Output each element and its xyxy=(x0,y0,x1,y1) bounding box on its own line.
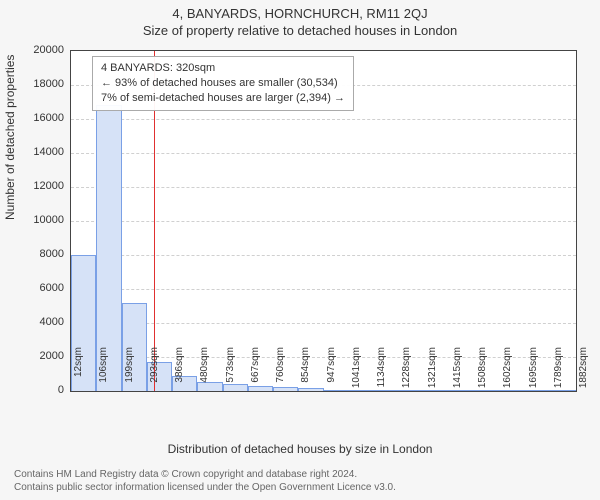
x-tick-label: 1228sqm xyxy=(401,347,412,395)
x-axis-title: Distribution of detached houses by size … xyxy=(0,442,600,456)
x-tick-label: 947sqm xyxy=(326,347,337,395)
y-tick-label: 0 xyxy=(14,384,64,396)
grid-line xyxy=(71,289,576,290)
y-tick-label: 20000 xyxy=(14,44,64,56)
x-tick-label: 293sqm xyxy=(149,347,160,395)
footer-line-2: Contains public sector information licen… xyxy=(14,482,396,495)
chart-container: 4, BANYARDS, HORNCHURCH, RM11 2QJ Size o… xyxy=(0,0,600,500)
x-tick-label: 12sqm xyxy=(73,347,84,395)
x-tick-label: 1134sqm xyxy=(376,347,387,395)
y-tick-label: 2000 xyxy=(14,350,64,362)
chart-title: 4, BANYARDS, HORNCHURCH, RM11 2QJ xyxy=(0,0,600,21)
y-tick-label: 18000 xyxy=(14,78,64,90)
x-tick-label: 386sqm xyxy=(174,347,185,395)
legend-line-2: ← 93% of detached houses are smaller (30… xyxy=(101,76,345,91)
grid-line xyxy=(71,187,576,188)
x-tick-label: 199sqm xyxy=(124,347,135,395)
x-tick-label: 667sqm xyxy=(250,347,261,395)
x-tick-label: 1415sqm xyxy=(452,347,463,395)
footer-line-1: Contains HM Land Registry data © Crown c… xyxy=(14,469,396,482)
x-tick-label: 1695sqm xyxy=(528,347,539,395)
x-tick-label: 1882sqm xyxy=(578,347,589,395)
x-tick-label: 1789sqm xyxy=(553,347,564,395)
y-tick-label: 10000 xyxy=(14,214,64,226)
y-tick-label: 12000 xyxy=(14,180,64,192)
chart-subtitle: Size of property relative to detached ho… xyxy=(0,21,600,38)
x-tick-label: 1041sqm xyxy=(351,347,362,395)
x-tick-label: 854sqm xyxy=(300,347,311,395)
y-tick-label: 8000 xyxy=(14,248,64,260)
grid-line xyxy=(71,153,576,154)
footer: Contains HM Land Registry data © Crown c… xyxy=(14,469,396,494)
legend-line-1: 4 BANYARDS: 320sqm xyxy=(101,61,345,76)
y-tick-label: 6000 xyxy=(14,282,64,294)
x-tick-label: 760sqm xyxy=(275,347,286,395)
grid-line xyxy=(71,119,576,120)
grid-line xyxy=(71,357,576,358)
y-tick-label: 14000 xyxy=(14,146,64,158)
x-tick-label: 480sqm xyxy=(199,347,210,395)
grid-line xyxy=(71,323,576,324)
y-tick-label: 16000 xyxy=(14,112,64,124)
x-tick-label: 573sqm xyxy=(225,347,236,395)
grid-line xyxy=(71,221,576,222)
x-tick-label: 1508sqm xyxy=(477,347,488,395)
legend-box: 4 BANYARDS: 320sqm ← 93% of detached hou… xyxy=(92,56,354,111)
y-tick-label: 4000 xyxy=(14,316,64,328)
x-tick-label: 1321sqm xyxy=(427,347,438,395)
legend-line-3: 7% of semi-detached houses are larger (2… xyxy=(101,91,345,106)
x-tick-label: 1602sqm xyxy=(502,347,513,395)
grid-line xyxy=(71,255,576,256)
x-tick-label: 106sqm xyxy=(98,347,109,395)
